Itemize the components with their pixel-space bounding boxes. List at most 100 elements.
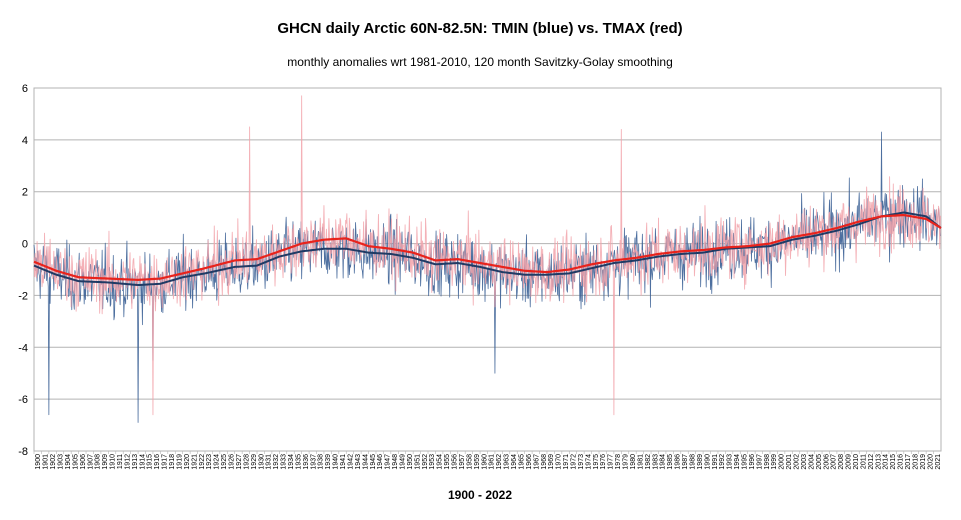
x-tick-label: 2001 bbox=[786, 454, 793, 470]
y-tick-label: -2 bbox=[18, 290, 28, 302]
x-tick-label: 1989 bbox=[697, 454, 704, 470]
x-tick-label: 2008 bbox=[838, 454, 845, 470]
x-tick-label: 1913 bbox=[132, 454, 139, 470]
x-axis-label: 1900 - 2022 bbox=[448, 488, 512, 502]
x-tick-label: 1911 bbox=[117, 454, 124, 469]
x-tick-label: 1930 bbox=[258, 454, 265, 470]
x-tick-label: 1978 bbox=[615, 454, 622, 470]
x-tick-label: 2016 bbox=[898, 454, 905, 470]
x-tick-label: 1940 bbox=[333, 454, 340, 470]
x-tick-label: 1935 bbox=[295, 454, 302, 470]
x-tick-label: 1948 bbox=[392, 454, 399, 470]
x-tick-label: 1919 bbox=[176, 454, 183, 470]
x-tick-label: 1928 bbox=[243, 454, 250, 470]
x-tick-label: 1914 bbox=[139, 454, 146, 470]
x-tick-label: 2011 bbox=[860, 454, 867, 469]
x-tick-label: 1984 bbox=[660, 454, 667, 470]
x-tick-label: 1908 bbox=[95, 454, 102, 470]
plot-area bbox=[33, 95, 942, 423]
x-tick-label: 1926 bbox=[229, 454, 236, 470]
x-tick-label: 1944 bbox=[362, 454, 369, 470]
x-tick-label: 1962 bbox=[496, 454, 503, 470]
x-tick-label: 1910 bbox=[110, 454, 117, 470]
x-tick-label: 1986 bbox=[675, 454, 682, 470]
x-tick-label: 2019 bbox=[920, 454, 927, 470]
x-tick-label: 1965 bbox=[518, 454, 525, 470]
x-tick-label: 2020 bbox=[927, 454, 934, 470]
x-tick-label: 2013 bbox=[875, 454, 882, 470]
x-tick-label: 1957 bbox=[459, 454, 466, 470]
x-tick-label: 1950 bbox=[407, 454, 414, 470]
x-tick-label: 1981 bbox=[637, 454, 644, 470]
x-tick-label: 1980 bbox=[630, 454, 637, 470]
x-tick-label: 1938 bbox=[318, 454, 325, 470]
x-tick-label: 2007 bbox=[831, 454, 838, 470]
x-tick-label: 1972 bbox=[570, 454, 577, 470]
grid bbox=[33, 87, 942, 452]
series-line-tmax-smooth bbox=[33, 213, 942, 281]
x-tick-label: 1974 bbox=[585, 454, 592, 470]
x-tick-label: 2017 bbox=[905, 454, 912, 470]
x-tick-label: 1929 bbox=[251, 454, 258, 470]
x-tick-label: 2002 bbox=[794, 454, 801, 470]
x-tick-label: 1915 bbox=[147, 454, 154, 470]
x-tick-label: 2006 bbox=[823, 454, 830, 470]
x-tick-label: 1947 bbox=[385, 454, 392, 470]
x-tick-label: 2015 bbox=[890, 454, 897, 470]
y-tick-label: -4 bbox=[18, 342, 28, 354]
x-tick-label: 1959 bbox=[474, 454, 481, 470]
x-tick-label: 1952 bbox=[422, 454, 429, 470]
series-line-tmax-monthly bbox=[33, 95, 941, 416]
y-axis: -8 -6 -4 -2 0 2 4 6 bbox=[18, 83, 28, 458]
x-tick-label: 1982 bbox=[645, 454, 652, 470]
x-tick-label: 1907 bbox=[87, 454, 94, 470]
x-tick-label: 1900 bbox=[35, 454, 42, 470]
y-tick-label: 4 bbox=[22, 135, 28, 147]
x-tick-label: 1932 bbox=[273, 454, 280, 470]
x-tick-label: 1941 bbox=[340, 454, 347, 470]
x-tick-label: 1916 bbox=[154, 454, 161, 470]
x-tick-label: 1996 bbox=[749, 454, 756, 470]
x-tick-label: 1923 bbox=[206, 454, 213, 470]
x-tick-label: 1966 bbox=[526, 454, 533, 470]
x-tick-label: 1973 bbox=[578, 454, 585, 470]
x-tick-label: 1903 bbox=[58, 454, 65, 470]
x-tick-label: 1999 bbox=[771, 454, 778, 470]
x-tick-label: 1936 bbox=[303, 454, 310, 470]
x-tick-label: 1961 bbox=[489, 454, 496, 470]
x-tick-label: 1902 bbox=[50, 454, 57, 470]
x-tick-label: 1987 bbox=[682, 454, 689, 470]
x-tick-label: 1942 bbox=[347, 454, 354, 470]
x-tick-label: 1997 bbox=[756, 454, 763, 470]
x-tick-label: 2003 bbox=[801, 454, 808, 470]
x-tick-label: 1975 bbox=[593, 454, 600, 470]
y-tick-label: -8 bbox=[18, 446, 28, 458]
x-tick-label: 1920 bbox=[184, 454, 191, 470]
x-tick-label: 1956 bbox=[452, 454, 459, 470]
x-tick-label: 1977 bbox=[608, 454, 615, 470]
x-tick-label: 1995 bbox=[741, 454, 748, 470]
x-tick-label: 1904 bbox=[65, 454, 72, 470]
x-tick-label: 2005 bbox=[816, 454, 823, 470]
x-tick-label: 1937 bbox=[310, 454, 317, 470]
x-tick-label: 1934 bbox=[288, 454, 295, 470]
chart-title: GHCN daily Arctic 60N-82.5N: TMIN (blue)… bbox=[277, 20, 682, 37]
x-tick-label: 1968 bbox=[541, 454, 548, 470]
x-tick-label: 1946 bbox=[377, 454, 384, 470]
x-tick-label: 2000 bbox=[779, 454, 786, 470]
x-tick-label: 2021 bbox=[935, 454, 942, 470]
y-tick-label: 0 bbox=[22, 239, 28, 251]
series-line-tmin-monthly bbox=[33, 131, 941, 423]
x-tick-label: 1988 bbox=[689, 454, 696, 470]
x-tick-label: 1925 bbox=[221, 454, 228, 470]
x-tick-label: 1912 bbox=[124, 454, 131, 470]
x-tick-label: 1983 bbox=[652, 454, 659, 470]
x-tick-label: 1931 bbox=[266, 454, 273, 470]
x-tick-label: 1969 bbox=[548, 454, 555, 470]
x-tick-label: 1939 bbox=[325, 454, 332, 470]
x-tick-label: 1954 bbox=[437, 454, 444, 470]
x-tick-label: 1971 bbox=[563, 454, 570, 470]
x-tick-label: 1964 bbox=[511, 454, 518, 470]
x-tick-label: 1955 bbox=[444, 454, 451, 470]
x-tick-label: 1998 bbox=[764, 454, 771, 470]
